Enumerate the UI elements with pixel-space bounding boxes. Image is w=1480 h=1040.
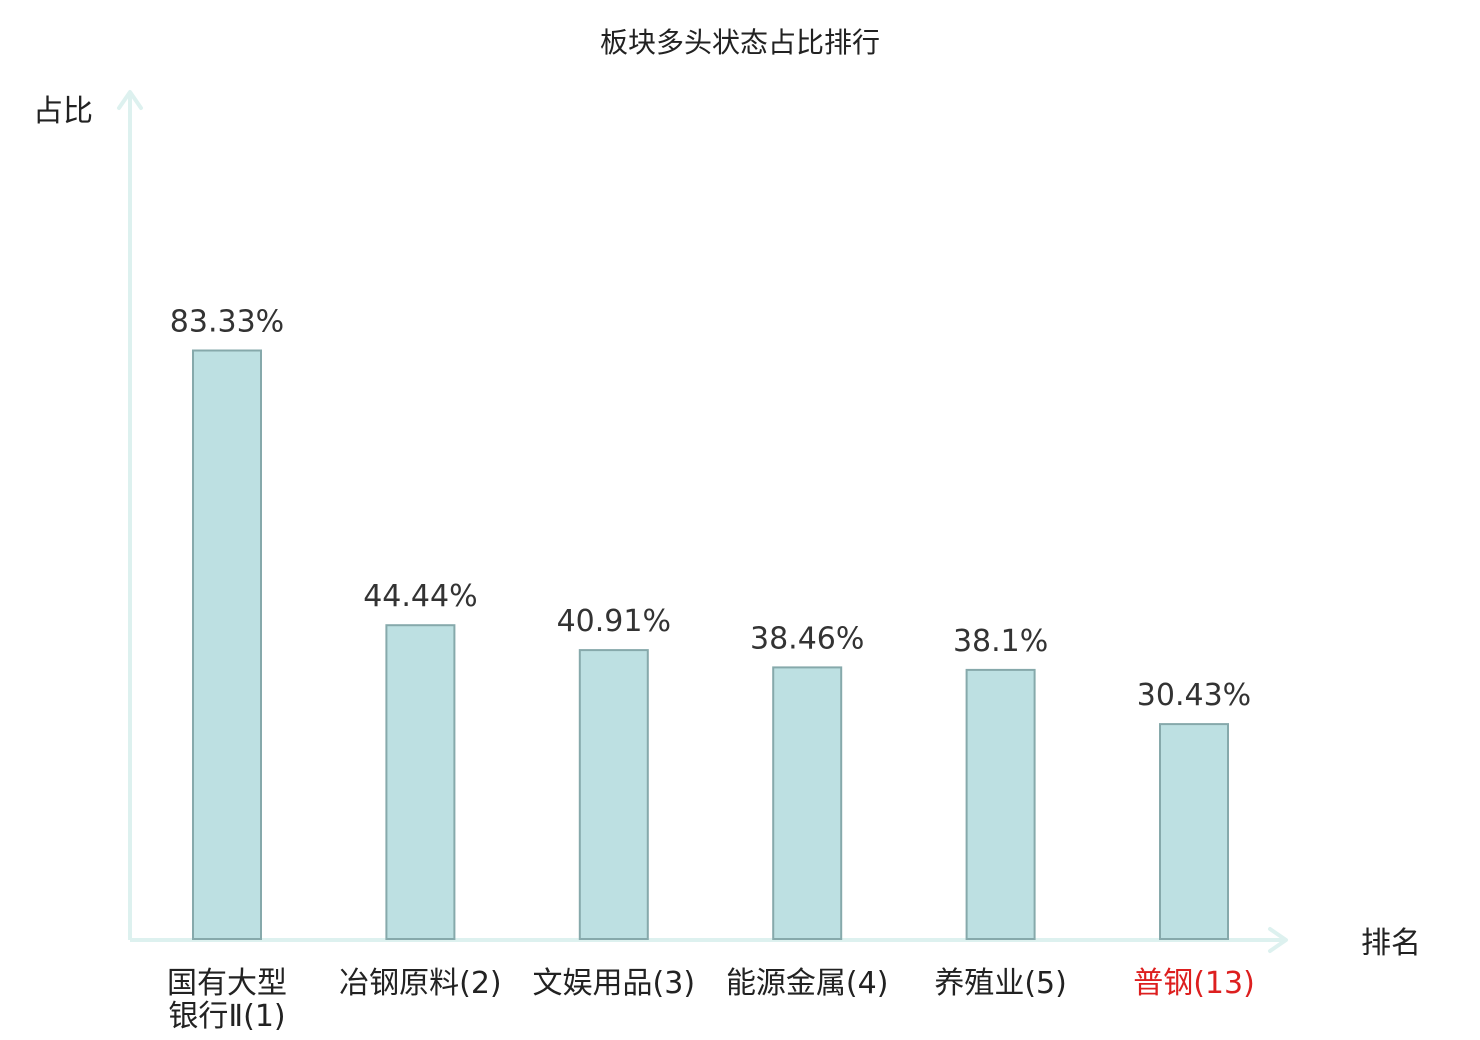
category-label: 能源金属(4)	[726, 966, 889, 1001]
bar-value-label: 83.33%	[170, 305, 284, 340]
category-label-line: 文娱用品(3)	[533, 966, 696, 1001]
bar-value-label: 30.43%	[1137, 678, 1251, 713]
bar-value-label: 38.1%	[953, 624, 1048, 659]
y-axis-label: 占比	[33, 94, 93, 129]
bar	[965, 668, 1036, 941]
bar	[1159, 723, 1229, 940]
category-label-line: 冶钢原料(2)	[339, 966, 502, 1001]
bar-value-label: 38.46%	[750, 621, 864, 656]
category-label-line: 国有大型	[167, 966, 287, 1001]
chart-title: 板块多头状态占比排行	[600, 26, 880, 59]
y-axis	[117, 90, 143, 940]
bar	[192, 349, 262, 940]
x-axis-label: 排名	[1361, 926, 1421, 961]
category-labels-group: 国有大型银行Ⅱ(1) 冶钢原料(2) 文娱用品(3) 能源金属(4) 养殖业(5) 普钢(…	[167, 966, 1255, 1034]
category-label-line: 普钢(13)	[1133, 966, 1255, 1001]
bar-value-label: 40.91%	[557, 604, 671, 639]
category-label: 国有大型银行Ⅱ(1)	[167, 966, 287, 1034]
bar-value-label: 44.44%	[363, 579, 477, 614]
x-axis	[130, 927, 1288, 953]
category-label: 普钢(13)	[1133, 966, 1255, 1001]
value-labels-group: 83.33% 44.44% 40.91% 38.46% 38.1% 30.43%	[170, 305, 1251, 714]
category-label: 冶钢原料(2)	[339, 966, 502, 1001]
category-label-line: 银行Ⅱ(1)	[168, 999, 285, 1034]
category-label: 文娱用品(3)	[533, 966, 696, 1001]
bar	[385, 624, 456, 940]
category-label-line: 能源金属(4)	[726, 966, 889, 1001]
bar	[772, 666, 843, 941]
bars-group	[192, 349, 1229, 941]
bar	[578, 649, 649, 940]
category-label-line: 养殖业(5)	[934, 966, 1067, 1001]
category-label: 养殖业(5)	[934, 966, 1067, 1001]
